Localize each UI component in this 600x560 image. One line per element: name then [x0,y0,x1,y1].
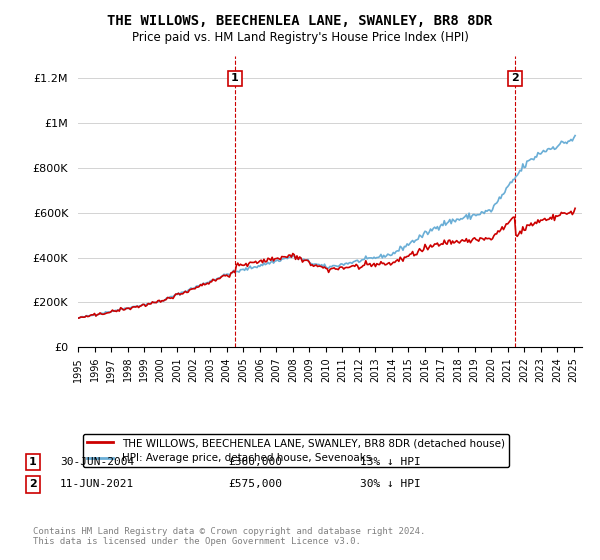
Text: £575,000: £575,000 [228,479,282,489]
Text: 11-JUN-2021: 11-JUN-2021 [60,479,134,489]
Legend: THE WILLOWS, BEECHENLEA LANE, SWANLEY, BR8 8DR (detached house), HPI: Average pr: THE WILLOWS, BEECHENLEA LANE, SWANLEY, B… [83,434,509,468]
Text: THE WILLOWS, BEECHENLEA LANE, SWANLEY, BR8 8DR: THE WILLOWS, BEECHENLEA LANE, SWANLEY, B… [107,14,493,28]
Text: 1: 1 [231,73,239,83]
Text: 30-JUN-2004: 30-JUN-2004 [60,457,134,467]
Text: Price paid vs. HM Land Registry's House Price Index (HPI): Price paid vs. HM Land Registry's House … [131,31,469,44]
Text: 30% ↓ HPI: 30% ↓ HPI [360,479,421,489]
Text: 2: 2 [511,73,519,83]
Text: 2: 2 [29,479,37,489]
Text: Contains HM Land Registry data © Crown copyright and database right 2024.
This d: Contains HM Land Registry data © Crown c… [33,526,425,546]
Text: 1: 1 [29,457,37,467]
Text: £360,000: £360,000 [228,457,282,467]
Text: 13% ↓ HPI: 13% ↓ HPI [360,457,421,467]
